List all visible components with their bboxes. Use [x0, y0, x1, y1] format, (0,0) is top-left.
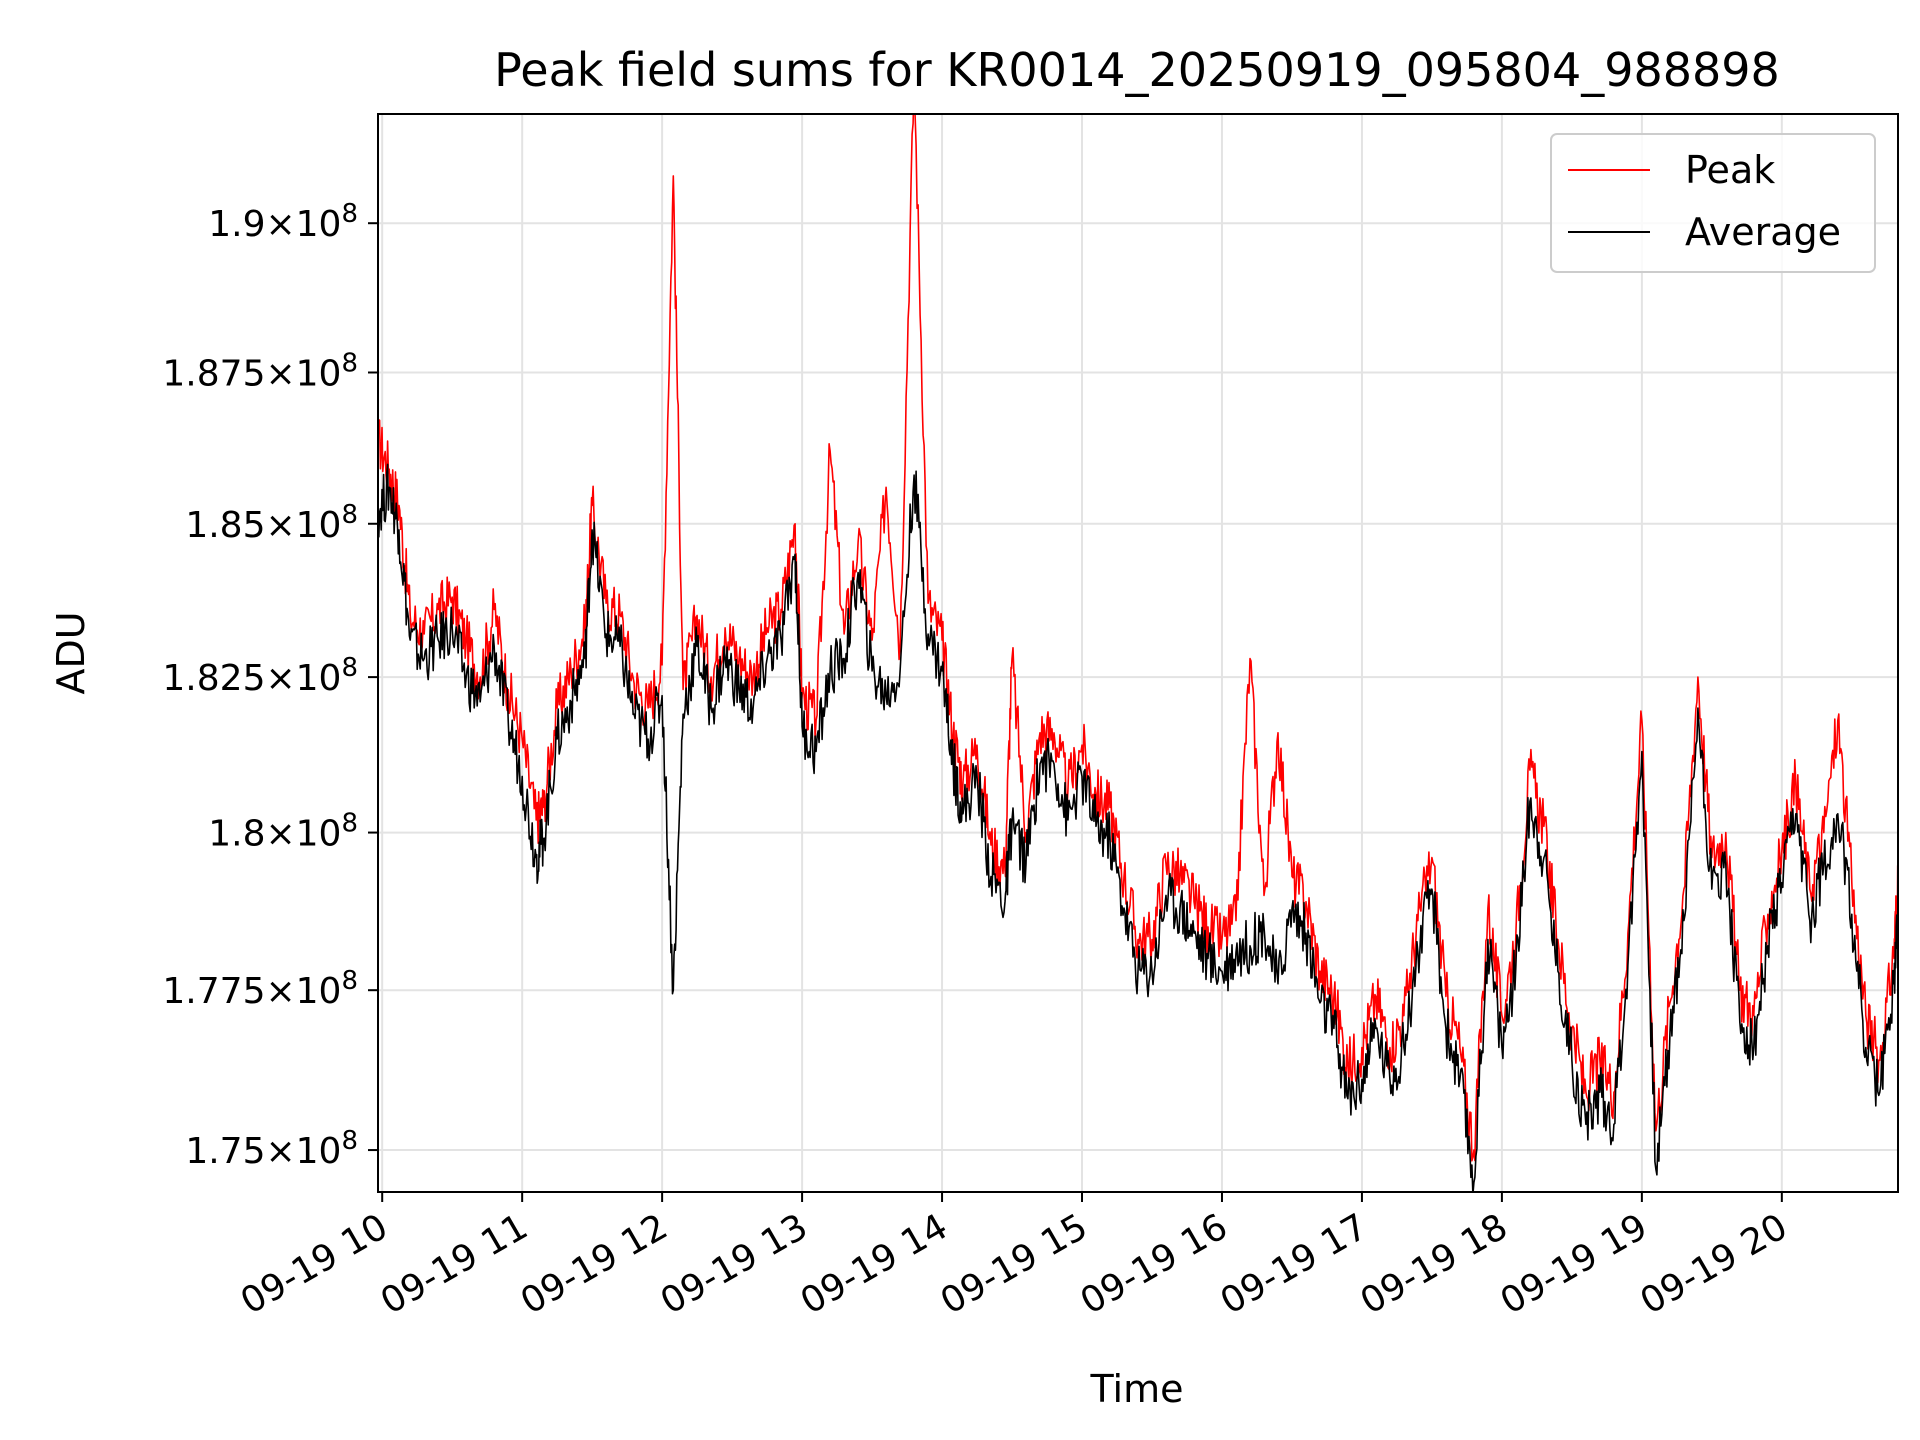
y-tick-label: 1.85×108	[185, 500, 358, 546]
series-lines	[378, 114, 1898, 1192]
y-tick-label: 1.875×108	[162, 348, 358, 394]
legend-label-average: Average	[1685, 210, 1841, 254]
series-line-peak	[378, 114, 1898, 1162]
y-axis-label: ADU	[49, 611, 93, 694]
legend-label-peak: Peak	[1685, 148, 1775, 192]
y-tick-label: 1.75×108	[185, 1126, 358, 1172]
y-tick-label: 1.9×108	[208, 199, 358, 245]
legend-box	[1550, 133, 1876, 273]
y-tick-label: 1.825×108	[162, 653, 358, 699]
series-line-average	[378, 463, 1898, 1192]
y-tick-label: 1.775×108	[162, 966, 358, 1012]
legend: Peak Average	[1550, 133, 1876, 273]
y-axis-ticks: 1.75×108 1.775×108 1.8×108 1.825×108 1.85×10…	[162, 199, 378, 1172]
plot-frame	[377, 113, 1899, 1193]
y-tick-label: 1.8×108	[208, 809, 358, 855]
chart-title: Peak field sums for KR0014_20250919_0958…	[494, 43, 1780, 97]
x-axis-label: Time	[1090, 1367, 1184, 1411]
